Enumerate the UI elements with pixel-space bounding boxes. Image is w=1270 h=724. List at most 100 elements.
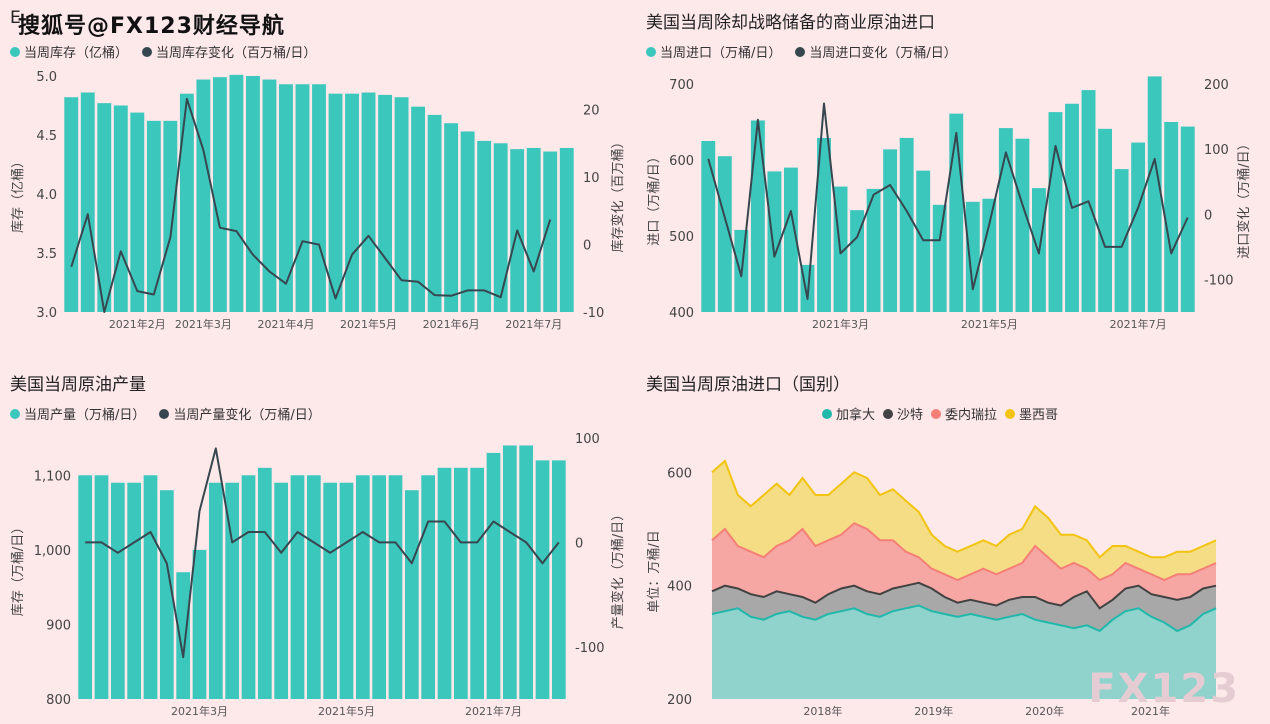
bar bbox=[113, 105, 128, 312]
y2-tick-label: -10 bbox=[583, 306, 604, 321]
bar bbox=[470, 467, 485, 699]
legend-label: 沙特 bbox=[897, 408, 924, 423]
y2-axis-label: 库存变化（百万桶） bbox=[610, 135, 626, 252]
bar bbox=[163, 120, 178, 312]
bar bbox=[94, 475, 109, 699]
bar bbox=[64, 97, 79, 312]
bar bbox=[717, 156, 732, 312]
bar bbox=[701, 141, 716, 312]
bar bbox=[80, 92, 95, 312]
chart-title: 美国当周除却战略储备的商业原油进口 bbox=[646, 13, 935, 33]
legend-label: 墨西哥 bbox=[1019, 408, 1059, 423]
y-axis-label: 库存（万桶/日） bbox=[10, 521, 26, 616]
y2-tick-label: 0 bbox=[1204, 208, 1212, 223]
bar bbox=[519, 445, 534, 699]
legend-label: 当周产量变化（万桶/日） bbox=[173, 408, 321, 423]
y-tick-label: 4.0 bbox=[36, 188, 57, 203]
legend-marker bbox=[1005, 408, 1016, 419]
y2-tick-label: -100 bbox=[575, 641, 605, 656]
bar bbox=[339, 482, 354, 699]
bar bbox=[1048, 112, 1063, 312]
bar bbox=[421, 475, 436, 699]
y-tick-label: 3.0 bbox=[36, 306, 57, 321]
x-tick-label: 2021年2月 bbox=[109, 317, 166, 331]
bar bbox=[883, 149, 898, 312]
bar bbox=[932, 204, 947, 312]
bar bbox=[394, 97, 409, 312]
y2-tick-label: 100 bbox=[575, 432, 600, 447]
bar bbox=[306, 475, 321, 699]
bar bbox=[493, 143, 508, 312]
bar bbox=[179, 93, 194, 312]
bar bbox=[453, 467, 468, 699]
y2-axis-label: 产量变化（万桶/日） bbox=[610, 508, 626, 629]
legend-label: 当周进口（万桶/日） bbox=[660, 46, 782, 61]
y-tick-label: 400 bbox=[669, 306, 694, 321]
y2-tick-label: 0 bbox=[575, 536, 583, 551]
bar bbox=[1164, 122, 1179, 312]
legend-item: 当周产量变化（万桶/日） bbox=[159, 404, 321, 423]
bar bbox=[78, 475, 93, 699]
legend-marker bbox=[10, 408, 20, 419]
chart-legend: 当周库存（亿桶） 当周库存变化（百万桶/日） bbox=[10, 42, 316, 61]
x-tick-label: 2020年 bbox=[1025, 704, 1064, 718]
bar bbox=[427, 114, 442, 312]
legend-marker bbox=[142, 46, 153, 57]
y2-tick-label: 20 bbox=[583, 104, 600, 119]
y-tick-label: 4.5 bbox=[36, 129, 57, 144]
x-tick-label: 2019年 bbox=[914, 704, 953, 718]
y-tick-label: 200 bbox=[667, 693, 692, 708]
y-tick-label: 800 bbox=[46, 693, 71, 708]
x-tick-label: 2021年3月 bbox=[171, 704, 228, 718]
legend-item: 墨西哥 bbox=[1005, 404, 1058, 423]
y2-tick-label: 200 bbox=[1204, 78, 1229, 93]
legend-item: 当周进口变化（万桶/日） bbox=[795, 42, 957, 61]
bar bbox=[372, 475, 387, 699]
bar bbox=[241, 475, 256, 699]
y-tick-label: 700 bbox=[669, 78, 694, 93]
y-axis-label: 库存（亿桶） bbox=[10, 155, 26, 233]
legend-item: 当周库存变化（百万桶/日） bbox=[142, 42, 316, 61]
saudi-line bbox=[711, 581, 1217, 610]
bar bbox=[998, 128, 1013, 312]
chart-title: E bbox=[10, 8, 21, 28]
change-line bbox=[85, 447, 560, 659]
bar bbox=[127, 482, 142, 699]
legend-label: 委内瑞拉 bbox=[945, 408, 998, 423]
legend-marker bbox=[795, 46, 806, 57]
bar bbox=[1147, 76, 1162, 313]
bar bbox=[949, 113, 964, 312]
bar bbox=[159, 490, 174, 699]
bar bbox=[411, 106, 426, 313]
change-line bbox=[707, 102, 1189, 300]
x-tick-label: 2021年5月 bbox=[961, 317, 1018, 331]
legend-label: 加拿大 bbox=[836, 408, 876, 423]
bar bbox=[229, 74, 244, 312]
chart-legend: 加拿大 沙特 委内瑞拉 墨西哥 bbox=[822, 404, 1058, 423]
x-tick-label: 2021年7月 bbox=[465, 704, 522, 718]
x-tick-label: 2021年6月 bbox=[423, 317, 480, 331]
x-tick-label: 2021年5月 bbox=[340, 317, 397, 331]
bar bbox=[1131, 142, 1146, 312]
y-tick-label: 900 bbox=[46, 618, 71, 633]
bar bbox=[257, 467, 272, 699]
bar bbox=[110, 482, 125, 699]
bar bbox=[750, 120, 765, 312]
x-tick-label: 2021年5月 bbox=[318, 704, 375, 718]
fx123-logo: FX123 bbox=[1088, 666, 1240, 712]
bar bbox=[559, 147, 574, 312]
imports-by-country-chart: 200 400 600 2018年 2019年 2020年 2021年 单位：万桶/日 bbox=[647, 459, 1217, 718]
bar bbox=[245, 76, 260, 312]
legend-item: 加拿大 bbox=[822, 404, 875, 423]
bar bbox=[345, 93, 359, 312]
y-tick-label: 600 bbox=[667, 466, 692, 481]
bar bbox=[279, 84, 293, 312]
y2-tick-label: 0 bbox=[583, 239, 591, 254]
bar bbox=[486, 452, 501, 699]
bar bbox=[328, 93, 343, 312]
legend-marker bbox=[931, 408, 942, 419]
chart-legend: 当周进口（万桶/日） 当周进口变化（万桶/日） bbox=[646, 42, 957, 61]
y-tick-label: 3.5 bbox=[36, 247, 57, 262]
bar bbox=[130, 112, 145, 312]
chart-legend: 当周产量（万桶/日） 当周产量变化（万桶/日） bbox=[10, 404, 321, 423]
